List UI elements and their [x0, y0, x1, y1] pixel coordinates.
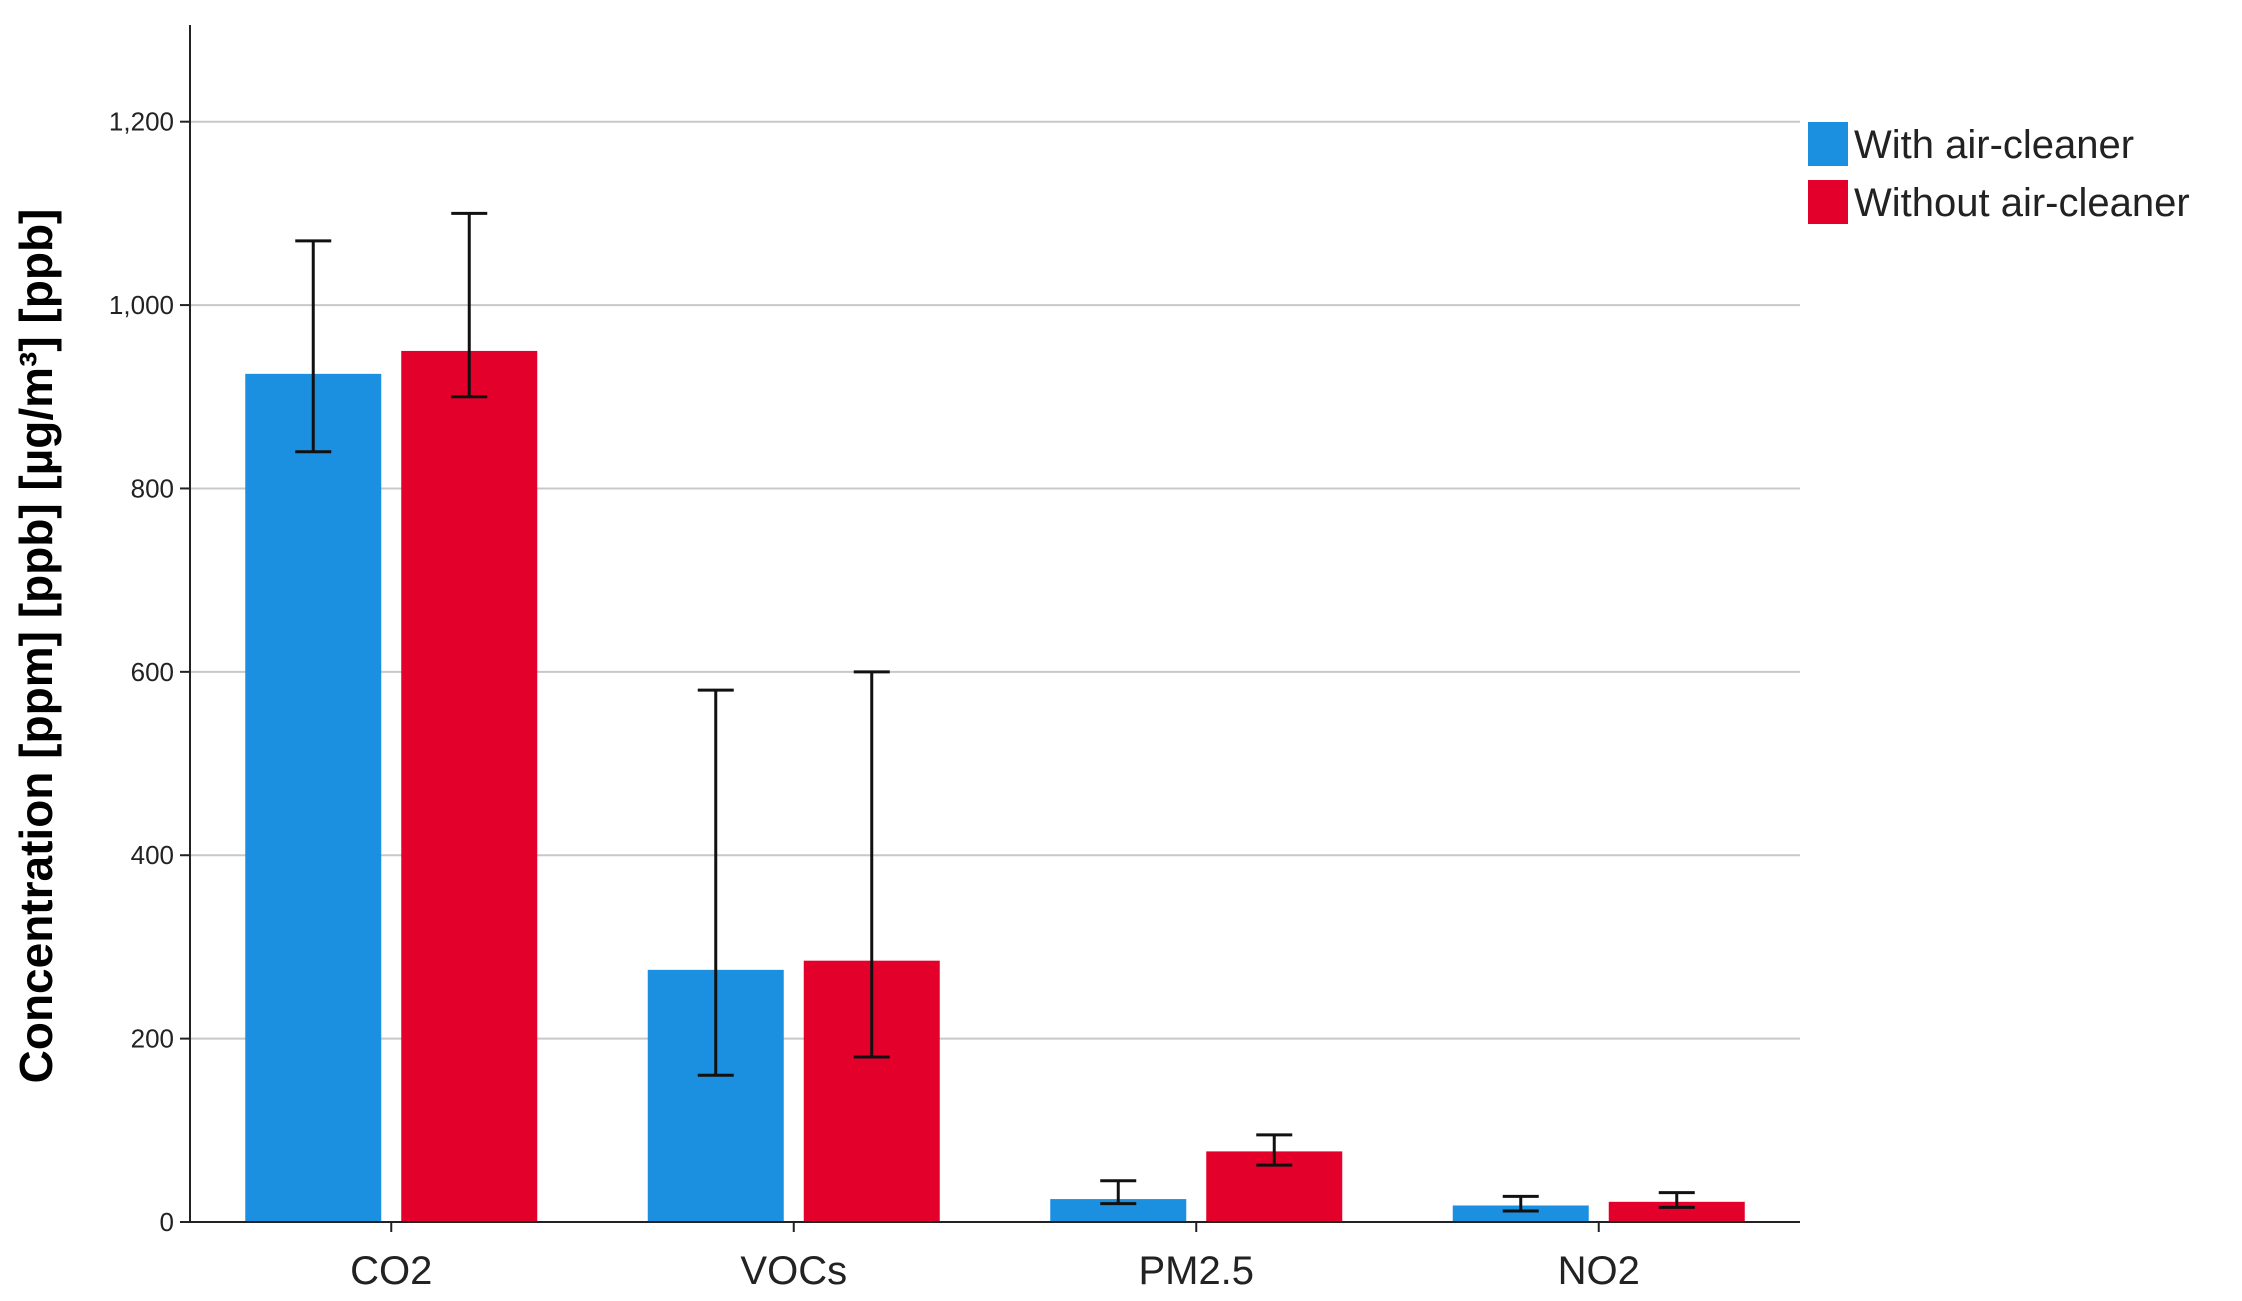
- error-bar: [697, 688, 734, 1077]
- y-tick-label: 800: [131, 473, 174, 503]
- error-bars: [295, 211, 1695, 1213]
- bars: [245, 350, 1745, 1222]
- y-tick-label: 200: [131, 1024, 174, 1054]
- bar-pm25-series-0: [1050, 1199, 1187, 1222]
- legend: With air-cleaner Without air-cleaner: [1808, 122, 2190, 225]
- error-bar: [1256, 1133, 1293, 1167]
- x-tick-label: VOCs: [740, 1249, 847, 1293]
- x-tick-label: CO2: [350, 1249, 432, 1293]
- bar-no2-series-1: [1608, 1201, 1745, 1222]
- x-tick-label: PM2.5: [1138, 1249, 1254, 1293]
- legend-label: With air-cleaner: [1854, 123, 2134, 167]
- error-bar: [1502, 1194, 1539, 1213]
- legend-swatch: [1808, 180, 1848, 224]
- error-bar: [1658, 1191, 1695, 1209]
- y-axis-ticks: 0 200 400 600 800 1,000 1,200: [109, 107, 190, 1237]
- x-tick-label: NO2: [1558, 1249, 1640, 1293]
- y-tick-label: 1,200: [109, 107, 174, 137]
- error-bar: [295, 239, 332, 454]
- bar-co2-series-0: [245, 373, 382, 1222]
- bar-no2-series-0: [1452, 1205, 1589, 1222]
- y-tick-label: 0: [160, 1207, 174, 1237]
- y-axis-label: Concentration [ppm] [ppb] [µg/m³] [ppb]: [10, 209, 62, 1084]
- legend-swatch: [1808, 122, 1848, 166]
- error-bar: [451, 211, 488, 399]
- legend-label: Without air-cleaner: [1854, 181, 2190, 225]
- y-tick-label: 600: [131, 657, 174, 687]
- error-bar: [1100, 1179, 1137, 1206]
- error-bar: [853, 670, 890, 1059]
- y-tick-label: 400: [131, 840, 174, 870]
- x-axis-ticks: CO2 VOCs PM2.5 NO2: [350, 1222, 1640, 1293]
- y-tick-label: 1,000: [109, 290, 174, 320]
- bar-co2-series-1: [401, 350, 538, 1222]
